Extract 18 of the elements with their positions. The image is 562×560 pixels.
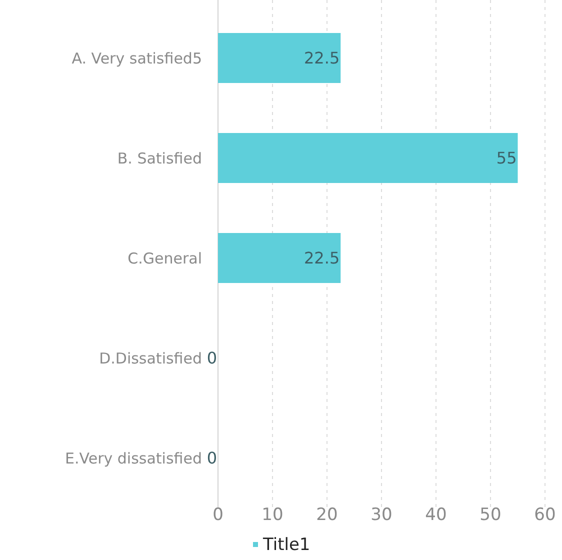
y-tick-label: E.Very dissatisfied [65, 449, 202, 468]
x-tick-label: 0 [212, 505, 224, 525]
data-label: 0 [206, 348, 217, 368]
data-label: 0 [206, 448, 217, 468]
x-tick-label: 30 [370, 505, 392, 525]
x-tick-label: 10 [262, 505, 284, 525]
data-label: 22.5 [304, 48, 340, 68]
data-label: 55 [496, 148, 517, 168]
x-tick-label: 40 [425, 505, 447, 525]
y-tick-label: A. Very satisfied5 [72, 49, 202, 68]
data-label: 22.5 [304, 248, 340, 268]
y-tick-label: D.Dissatisfied [99, 349, 202, 368]
legend-label: Title1 [262, 535, 310, 555]
x-tick-label: 60 [534, 505, 556, 525]
y-tick-label: C.General [128, 249, 202, 268]
y-tick-label: B. Satisfied [117, 149, 202, 168]
x-tick-label: 20 [316, 505, 338, 525]
x-tick-label: 50 [480, 505, 502, 525]
